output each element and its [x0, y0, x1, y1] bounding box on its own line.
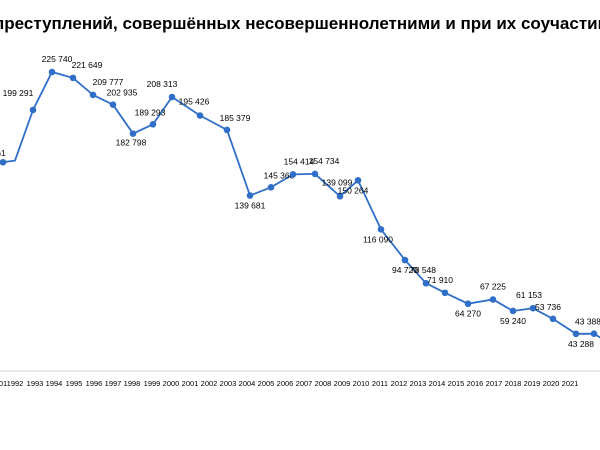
data-point-1991	[0, 158, 7, 166]
data-label-2012: 64 270	[455, 309, 481, 319]
data-point-2004	[289, 171, 297, 178]
data-point-2010	[422, 279, 430, 287]
x-tick-label: 2002	[201, 379, 218, 388]
chart-title: преступлений, совершённых несовершенноле…	[0, 14, 600, 33]
data-label-2002: 139 681	[235, 201, 266, 211]
data-point-2013	[489, 296, 497, 303]
x-tick-label: 1996	[86, 379, 103, 388]
data-label-2011: 71 910	[427, 275, 453, 285]
data-point-2009	[401, 256, 409, 264]
data-label-2003: 145 368	[264, 170, 295, 180]
data-point-1995	[89, 91, 97, 99]
data-label-1994: 221 649	[72, 60, 103, 70]
data-label-2009: 94 720	[392, 265, 418, 275]
data-point-2008	[377, 226, 385, 233]
x-tick-label: 1992	[7, 379, 24, 388]
data-label-1999: 208 313	[147, 79, 178, 89]
data-point-2003	[267, 184, 275, 191]
data-label-1991: 61	[0, 148, 6, 158]
x-tick-label: 2021	[562, 379, 579, 388]
data-point-1994	[69, 74, 77, 82]
data-label-2005: 154 734	[309, 156, 340, 166]
x-tick-label: 2013	[410, 379, 427, 388]
data-point-2012	[464, 300, 472, 308]
x-tick-label: 2014	[429, 379, 446, 388]
data-label-2016: 53 736	[535, 302, 561, 312]
x-tick-label: 1998	[124, 379, 141, 388]
data-point-2001	[223, 126, 231, 134]
x-tick-label: 2018	[505, 379, 522, 388]
data-point-1996	[109, 101, 117, 109]
x-tick-label: 2012	[391, 379, 408, 388]
data-label-2000: 195 426	[179, 97, 210, 107]
data-label-1995: 209 777	[93, 77, 124, 87]
x-tick-label: 2003	[220, 379, 237, 388]
data-point-2015	[529, 304, 537, 312]
data-point-2006	[336, 193, 344, 200]
data-label-1997: 182 798	[116, 138, 147, 148]
x-tick-label: 2015	[448, 379, 465, 388]
x-tick-label: 2005	[258, 379, 275, 388]
data-point-1998	[149, 121, 157, 128]
data-point-2005	[311, 170, 319, 178]
data-label-2015: 61 153	[516, 290, 542, 300]
x-tick-label: 2006	[277, 379, 294, 388]
x-tick-label: 2009	[334, 379, 351, 388]
data-point-1992	[29, 106, 37, 114]
data-label-2018: 43 388	[575, 317, 600, 327]
x-tick-label: 01	[0, 379, 7, 388]
x-tick-label: 2010	[353, 379, 370, 388]
data-point-1997	[129, 130, 137, 137]
x-tick-label: 2008	[315, 379, 332, 388]
x-tick-label: 1999	[144, 379, 161, 388]
x-tick-label: 2007	[296, 379, 313, 388]
x-tick-label: 2001	[182, 379, 199, 388]
data-point-2011	[441, 289, 449, 297]
data-label-1996: 202 935	[107, 88, 138, 98]
data-label-2007: 150 264	[338, 185, 369, 195]
data-point-2007	[354, 177, 362, 184]
data-point-1999	[168, 93, 176, 101]
series-line	[2, 70, 600, 339]
x-tick-label: 1997	[105, 379, 122, 388]
data-label-2013: 67 225	[480, 281, 506, 291]
data-label-1998: 189 293	[135, 107, 166, 117]
data-point-1993	[48, 68, 56, 76]
data-label-2008: 116 090	[363, 234, 393, 244]
data-point-2014	[509, 307, 517, 315]
data-label-1992: 199 291	[3, 88, 34, 98]
data-point-2017	[572, 330, 580, 338]
x-tick-label: 1993	[27, 379, 44, 388]
x-tick-label: 2019	[524, 379, 541, 388]
data-label-2010: 78 548	[410, 265, 436, 275]
data-point-2000	[196, 112, 204, 119]
x-tick-label: 1995	[66, 379, 83, 388]
x-tick-label: 2017	[486, 379, 503, 388]
data-label-2004: 154 414	[284, 156, 315, 166]
data-label-2006: 139 099	[322, 177, 353, 187]
data-label-2001: 185 379	[220, 113, 251, 123]
data-label-2017: 43 288	[568, 339, 594, 349]
data-point-2018	[590, 330, 598, 338]
data-label-2014: 59 240	[500, 316, 526, 326]
data-label-1993: 225 740	[42, 54, 73, 64]
x-tick-label: 2016	[467, 379, 484, 388]
data-point-2002	[246, 192, 254, 199]
x-tick-label: 2000	[163, 379, 180, 388]
x-tick-label: 2004	[239, 379, 256, 388]
x-tick-label: 2020	[543, 379, 560, 388]
x-tick-label: 2011	[372, 379, 388, 388]
data-point-2016	[549, 315, 557, 323]
x-tick-label: 1994	[46, 379, 63, 388]
